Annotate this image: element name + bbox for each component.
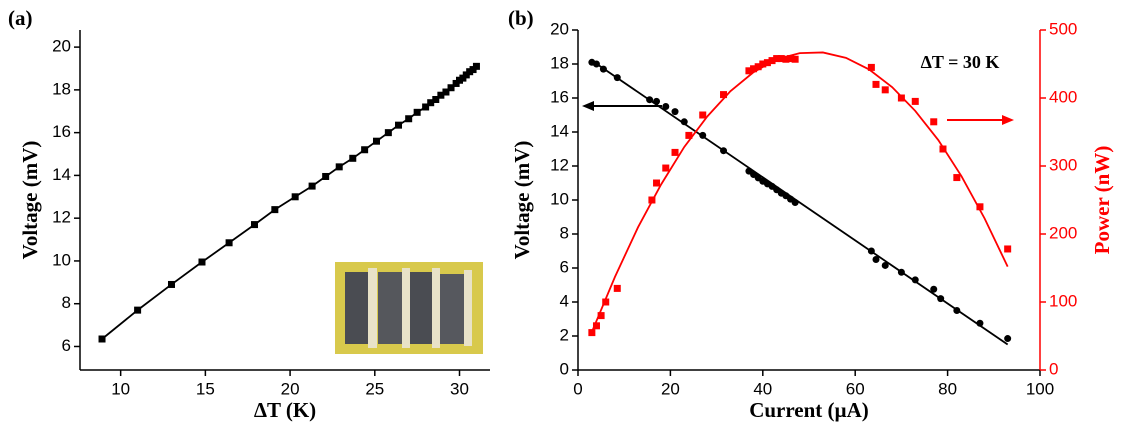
y-tick-label: 0 xyxy=(560,359,569,378)
marker xyxy=(473,63,480,70)
y-tick-label: 14 xyxy=(550,121,569,140)
y-tick-label: 12 xyxy=(52,208,71,227)
marker xyxy=(361,146,368,153)
marker xyxy=(349,155,356,162)
y-tick-label: 4 xyxy=(560,291,569,310)
x-tick-label: 80 xyxy=(938,379,957,398)
x-tick-label: 0 xyxy=(573,379,582,398)
y-axis-title: Voltage (mV) xyxy=(510,141,534,260)
y-tick-label: 10 xyxy=(550,189,569,208)
x-axis-title: Current (µA) xyxy=(749,398,869,422)
marker xyxy=(395,122,402,129)
y-tick-label: 14 xyxy=(52,165,71,184)
arrows xyxy=(582,101,1014,125)
x-tick-label: 25 xyxy=(365,379,384,398)
marker xyxy=(405,115,412,122)
marker xyxy=(792,56,799,63)
x-axis-title: ΔT (K) xyxy=(254,398,316,422)
x-tick-label: 40 xyxy=(753,379,772,398)
marker xyxy=(336,163,343,170)
y-tick-label: 18 xyxy=(550,53,569,72)
y-tick-label: 6 xyxy=(62,336,71,355)
panel-label: (a) xyxy=(8,6,33,30)
y-tick-label: 2 xyxy=(560,325,569,344)
marker xyxy=(373,138,380,145)
marker xyxy=(322,173,329,180)
x-tick-label: 30 xyxy=(450,379,469,398)
y2-tick-label: 400 xyxy=(1049,87,1077,106)
y2-tick-label: 500 xyxy=(1049,19,1077,38)
x-tick-label: 60 xyxy=(846,379,865,398)
inset-photo xyxy=(335,262,483,354)
y2-tick-label: 300 xyxy=(1049,155,1077,174)
y-tick-label: 8 xyxy=(560,223,569,242)
marker xyxy=(912,98,919,105)
marker xyxy=(882,86,889,93)
marker xyxy=(226,239,233,246)
marker xyxy=(672,108,679,115)
marker xyxy=(672,149,679,156)
marker xyxy=(292,193,299,200)
marker xyxy=(930,118,937,125)
annotation: ΔT = 30 K xyxy=(921,52,1000,72)
marker xyxy=(662,165,669,172)
marker xyxy=(198,259,205,266)
y-tick-label: 18 xyxy=(52,79,71,98)
y2-tick-label: 200 xyxy=(1049,223,1077,242)
marker xyxy=(99,335,106,342)
y2-tick-label: 0 xyxy=(1049,359,1058,378)
panel-label: (b) xyxy=(508,6,534,30)
x-tick-label: 100 xyxy=(1026,379,1054,398)
marker xyxy=(134,307,141,314)
marker xyxy=(614,285,621,292)
marker xyxy=(699,112,706,119)
marker xyxy=(1004,335,1011,342)
marker xyxy=(1004,245,1011,252)
marker xyxy=(414,109,421,116)
x-tick-label: 10 xyxy=(111,379,130,398)
marker xyxy=(251,221,258,228)
marker xyxy=(872,81,879,88)
figure: (a) (b) ΔT = 30 K 1015202530681012141618… xyxy=(0,0,1126,439)
marker xyxy=(168,281,175,288)
x-tick-label: 20 xyxy=(281,379,300,398)
y-tick-label: 20 xyxy=(550,19,569,38)
y2-tick-label: 100 xyxy=(1049,291,1077,310)
x-tick-label: 15 xyxy=(196,379,215,398)
y-tick-label: 16 xyxy=(52,122,71,141)
marker xyxy=(953,174,960,181)
series-line xyxy=(592,52,1008,331)
y-tick-label: 6 xyxy=(560,257,569,276)
y-tick-label: 8 xyxy=(62,293,71,312)
marker xyxy=(271,206,278,213)
y-tick-label: 12 xyxy=(550,155,569,174)
y-tick-label: 16 xyxy=(550,87,569,106)
y-axis-title: Voltage (mV) xyxy=(18,141,42,260)
marker xyxy=(385,129,392,136)
y2-axis-title: Power (nW) xyxy=(1090,146,1114,255)
marker xyxy=(653,180,660,187)
marker xyxy=(309,183,316,190)
x-tick-label: 20 xyxy=(661,379,680,398)
y-tick-label: 10 xyxy=(52,250,71,269)
y-tick-label: 20 xyxy=(52,37,71,56)
